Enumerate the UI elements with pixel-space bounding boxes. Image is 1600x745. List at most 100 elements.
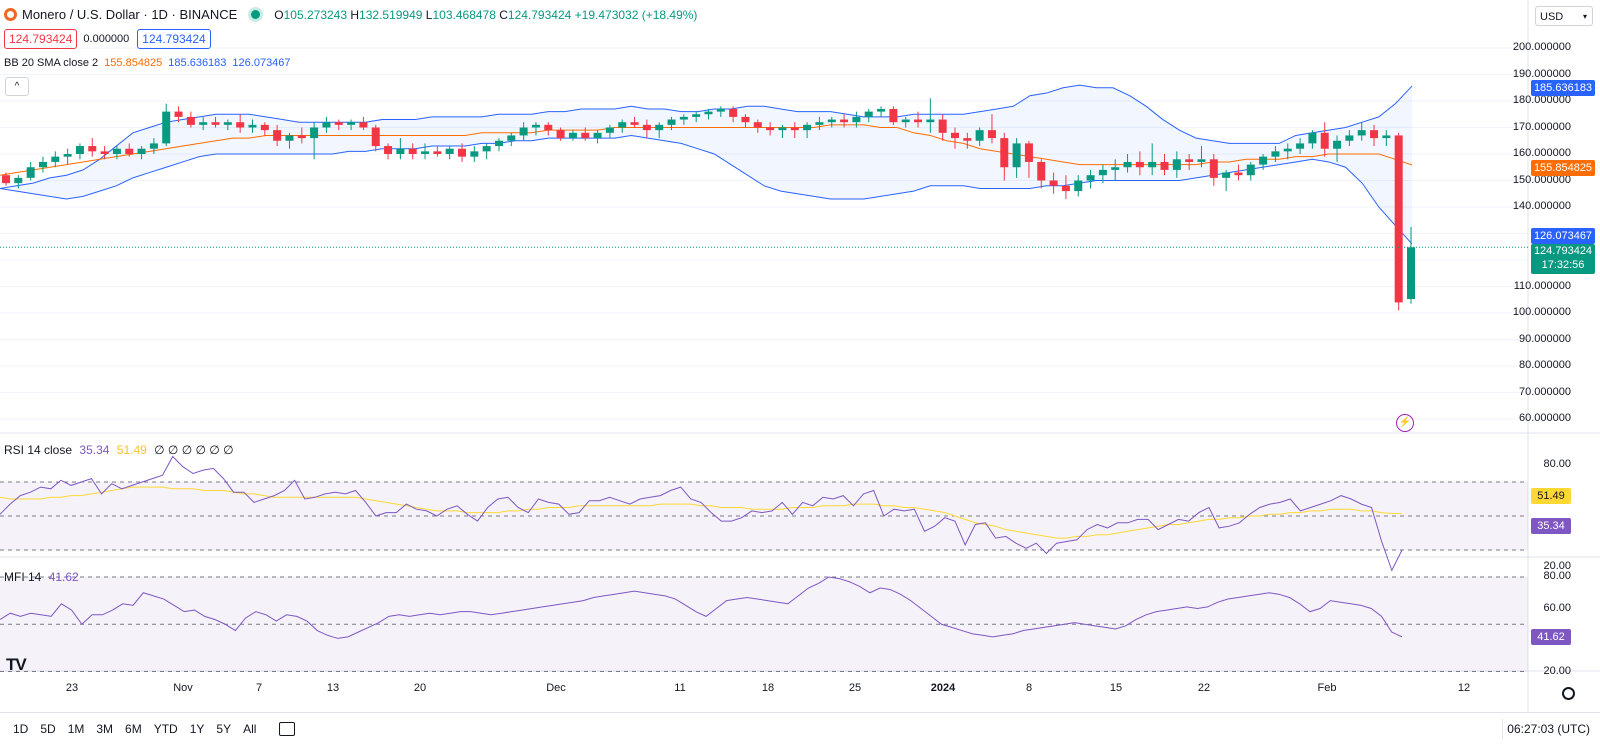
utc-clock[interactable]: 06:27:03 (UTC) — [1502, 719, 1594, 739]
sell-price-button[interactable]: 124.793424 — [4, 29, 78, 49]
rsi-axis-label: 20.00 — [1543, 560, 1571, 572]
candle — [1308, 130, 1317, 149]
bar-countdown: 17:32:56 — [1541, 259, 1585, 271]
bb-legend[interactable]: BB 20 SMA close 2 155.854825 185.636183 … — [4, 57, 291, 69]
bb-basis-tag: 155.854825 — [1531, 160, 1595, 176]
candle — [162, 103, 171, 147]
candle — [1357, 122, 1366, 141]
candle — [421, 143, 430, 160]
bb-lower-line — [0, 134, 1413, 245]
price-axis-label: 160.000000 — [1512, 147, 1571, 159]
range-button-all[interactable]: All — [243, 722, 257, 736]
candle — [1345, 130, 1354, 147]
time-axis-label: 2024 — [930, 682, 956, 694]
currency-select[interactable]: USD ▾ — [1535, 6, 1593, 26]
time-axis-label: Dec — [546, 682, 566, 694]
candle — [618, 119, 627, 133]
rsi-ma-tag: 51.49 — [1531, 488, 1571, 504]
mfi-axis-label: 80.00 — [1543, 570, 1571, 582]
bb-upper-tag: 185.636183 — [1531, 80, 1595, 96]
candle — [100, 146, 109, 160]
candle — [519, 122, 528, 141]
candle — [877, 106, 886, 117]
range-button-1m[interactable]: 1M — [67, 722, 85, 736]
candle — [1098, 164, 1107, 184]
collapse-legend-button[interactable]: ^ — [5, 77, 29, 96]
chart-grid — [0, 0, 1600, 712]
candle — [186, 111, 195, 128]
candle — [223, 119, 232, 131]
candle — [112, 146, 121, 160]
candle — [137, 146, 146, 160]
candle — [642, 119, 651, 139]
candle — [1222, 169, 1231, 192]
range-button-6m[interactable]: 6M — [125, 722, 142, 736]
candle — [987, 114, 996, 144]
range-button-1y[interactable]: 1Y — [189, 722, 205, 736]
candle — [1333, 135, 1342, 162]
candle — [1209, 154, 1218, 186]
candle — [803, 122, 812, 139]
candle — [1320, 122, 1329, 157]
candle — [149, 138, 158, 154]
chevron-down-icon: ▾ — [1582, 12, 1587, 21]
live-dot-icon — [251, 10, 261, 19]
candle — [556, 127, 565, 141]
candle — [766, 122, 775, 136]
time-axis-label: 20 — [413, 682, 427, 694]
candle — [729, 106, 738, 123]
price-axis-label: 110.000000 — [1513, 279, 1571, 292]
candle — [741, 114, 750, 128]
candle — [359, 116, 368, 131]
candle — [1234, 164, 1243, 181]
price-axis-label: 140.000000 — [1512, 200, 1571, 212]
candle — [753, 119, 762, 133]
tradingview-logo[interactable]: TV — [6, 655, 27, 674]
candle — [1283, 143, 1292, 160]
settings-gear-icon[interactable] — [1562, 687, 1575, 700]
range-button-ytd[interactable]: YTD — [153, 722, 178, 736]
candle — [1185, 154, 1194, 170]
price-axis-label: 90.000000 — [1519, 332, 1571, 345]
candle — [852, 111, 861, 128]
range-button-1d[interactable]: 1D — [13, 722, 29, 736]
candle — [38, 156, 47, 173]
ohlc-values: O105.273243 H132.519949 L103.468478 C124… — [274, 7, 698, 22]
rsi-value-tag: 35.34 — [1531, 518, 1571, 534]
range-button-5d[interactable]: 5D — [40, 722, 56, 736]
mfi-value-tag: 41.62 — [1531, 629, 1571, 645]
candle — [1407, 226, 1415, 304]
mfi-legend[interactable]: MFI 14 41.62 — [4, 570, 79, 584]
price-axis-label: 70.000000 — [1519, 385, 1571, 398]
time-axis-label: Nov — [173, 682, 193, 694]
rsi-name: RSI 14 close — [4, 443, 73, 457]
range-button-3m[interactable]: 3M — [96, 722, 114, 736]
bb-name: BB 20 SMA close 2 — [4, 57, 99, 69]
bb-basis-value: 155.854825 — [104, 57, 163, 69]
rsi-ma-value: 51.49 — [116, 443, 147, 457]
candle — [433, 146, 442, 157]
time-axis-label: 22 — [1197, 682, 1211, 694]
candle — [14, 175, 23, 189]
candle — [88, 138, 97, 157]
candle — [1012, 138, 1021, 178]
range-button-5y[interactable]: 5Y — [216, 722, 232, 736]
candle — [692, 111, 701, 123]
change-value: +19.473032 (+18.49%) — [574, 7, 698, 22]
candle — [1160, 154, 1169, 176]
candle — [1259, 154, 1268, 170]
candle — [1135, 151, 1144, 176]
candle — [914, 111, 923, 128]
candle — [568, 130, 577, 141]
candle — [1024, 140, 1033, 178]
goto-date-icon[interactable] — [279, 722, 296, 736]
lightning-icon[interactable]: ⚡ — [1396, 414, 1414, 432]
bb-lower-value: 126.073467 — [232, 57, 291, 69]
buy-price-button[interactable]: 124.793424 — [137, 29, 211, 49]
candle — [371, 124, 380, 152]
rsi-legend[interactable]: RSI 14 close 35.34 51.49 ∅ ∅ ∅ ∅ ∅ ∅ — [4, 443, 234, 457]
symbol-title[interactable]: Monero / U.S. Dollar · 1D · BINANCE — [22, 7, 238, 22]
candle — [494, 138, 503, 152]
time-axis-label: 11 — [674, 682, 686, 694]
